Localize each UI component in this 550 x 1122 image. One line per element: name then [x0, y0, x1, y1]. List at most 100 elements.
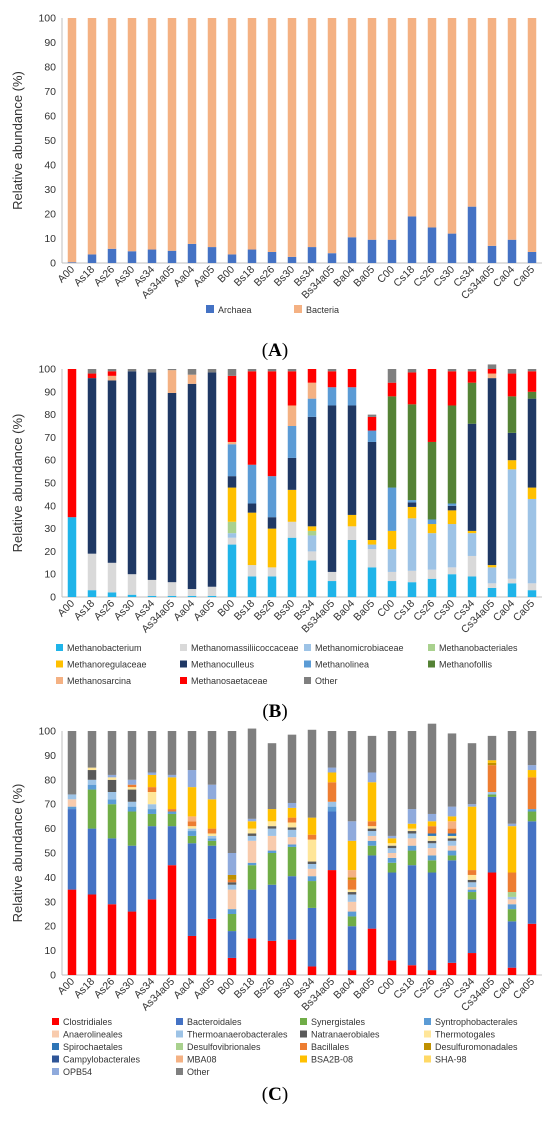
bar-segment-methanoregulaceae	[367, 540, 377, 545]
bar-segment-opb54	[367, 772, 377, 783]
bar-segment-bacteroidales	[287, 876, 297, 940]
bar-segment-synergistales	[367, 845, 377, 856]
y-tick-label: 0	[50, 592, 56, 604]
bar-segment-natranaerobiales	[287, 827, 297, 830]
bar-segment-other	[127, 731, 137, 780]
bar-segment-other	[147, 731, 157, 773]
bar-segment-bacteroidales	[87, 828, 97, 895]
bar-segment-thermoanaerobacterales	[267, 828, 277, 836]
bar-segment-anaerolineales	[387, 853, 397, 858]
bar-segment-archaea	[287, 256, 297, 264]
bar-segment-other	[267, 369, 277, 372]
bar-segment-other	[467, 369, 477, 372]
x-tick-label: Bs18	[232, 264, 258, 290]
bar-segment-natranaerobiales	[307, 861, 317, 864]
bar-segment-methanoregulaceae	[527, 487, 537, 499]
bar-segment-archaea	[107, 248, 117, 263]
x-tick-label: As30	[112, 598, 138, 624]
bar-segment-syntrophobacterales	[127, 806, 137, 812]
legend: Methanobacterium Methanomassiliicoccaceae…	[56, 643, 518, 686]
legend-label-methanolinea: Methanolinea	[315, 660, 369, 670]
bar-stack-as26	[107, 731, 117, 975]
bar-segment-methanobacterium	[307, 560, 317, 597]
x-tick-label: Ba04	[331, 976, 357, 1002]
x-tick-label: Cs30	[431, 264, 457, 290]
bar-segment-synergistales	[487, 794, 497, 797]
bar-segment-methanoculleus	[207, 372, 217, 587]
y-tick-label: 100	[38, 726, 56, 738]
bar-stack-as18	[87, 369, 97, 597]
legend-label-methanobacterium: Methanobacterium	[67, 643, 142, 653]
bar-segment-other	[407, 369, 417, 373]
bar-segment-methanosarcina	[227, 441, 237, 445]
bar-segment-bacteroidales	[347, 926, 357, 971]
y-tick-label: 80	[44, 62, 56, 74]
legend-swatch-methanosaetaceae	[180, 677, 187, 684]
bar-segment-bacteria	[287, 18, 297, 257]
bar-segment-syntrophobacterales	[327, 806, 337, 812]
chart-panel-c: 0 10 20 30 40 50 60 70 80 90 100 Relative abundance…	[10, 723, 542, 1105]
y-tick-label: 70	[44, 86, 56, 98]
bar-segment-methanosaetaceae	[487, 369, 497, 374]
bar-segment-methanomicrobiaceae	[367, 544, 377, 550]
panel-label: (A)	[262, 340, 288, 361]
bar-segment-thermoanaerobacterales	[87, 779, 97, 785]
bar-segment-methanoregulaceae	[407, 506, 417, 519]
bar-segment-methanosarcina	[167, 370, 177, 393]
bar-segment-anaerolineales	[67, 799, 77, 807]
bar-segment-other	[287, 369, 297, 372]
y-tick-label: 80	[44, 774, 56, 786]
legend-label-other: Other	[187, 1067, 210, 1077]
bar-segment-methanomassiliicoccaceae	[487, 583, 497, 588]
x-tick-label: As18	[72, 598, 98, 624]
x-tick-label: Ca05	[511, 264, 537, 290]
y-tick-label: 50	[44, 135, 56, 147]
bar-segment-methanosarcina	[307, 382, 317, 399]
bar-segment-methanobacterium	[487, 587, 497, 597]
bar-segment-synergistales	[107, 804, 117, 839]
bar-segment-methanoregulaceae	[347, 514, 357, 527]
y-tick-label: 100	[38, 13, 56, 25]
bar-segment-methanosarcina	[487, 373, 497, 379]
bar-stack-ca04	[507, 731, 517, 975]
bar-segment-opb54	[207, 784, 217, 800]
y-tick-label: 40	[44, 872, 56, 884]
legend-label-bacillales: Bacillales	[311, 1042, 350, 1052]
y-axis-label: Relative abundance (%)	[10, 414, 25, 553]
y-tick-label: 50	[44, 848, 56, 860]
x-tick-label: Cs26	[411, 264, 437, 290]
bar-stack-cs30	[447, 18, 457, 263]
bar-segment-thermotogales	[367, 826, 377, 829]
y-tick-label: 20	[44, 546, 56, 558]
bar-stack-cs30	[447, 733, 457, 975]
bar-segment-bacillales	[527, 777, 537, 810]
bar-stack-a00	[67, 731, 77, 975]
bar-segment-bacillales	[127, 784, 137, 788]
bar-segment-archaea	[507, 239, 517, 263]
bar-segment-bacteria	[107, 18, 117, 249]
bar-stack-bs34a05	[327, 18, 337, 263]
bar-segment-syntrophobacterales	[367, 840, 377, 846]
bar-segment-bacteroidales	[247, 889, 257, 939]
bar-segment-methanofollis	[387, 396, 397, 488]
bar-segment-bacillales	[487, 765, 497, 792]
legend-swatch-mba08	[176, 1055, 183, 1063]
bar-segment-methanomassiliicoccaceae	[427, 569, 437, 579]
bar-segment-methanosaetaceae	[527, 371, 537, 392]
bar-segment-natranaerobiales	[227, 882, 237, 885]
bar-segment-anaerolineales	[407, 838, 417, 846]
bar-segment-methanomicrobiaceae	[387, 549, 397, 572]
bar-segment-synergistales	[127, 811, 137, 846]
bar-stack-bs34	[307, 18, 317, 263]
bar-stack-aa05	[207, 731, 217, 975]
bar-segment-methanobacterium	[447, 574, 457, 597]
bar-segment-other	[527, 369, 537, 372]
bar-segment-methanosaetaceae	[247, 371, 257, 465]
legend-label-syntrophobacterales: Syntrophobacterales	[435, 1017, 518, 1027]
bar-segment-other	[247, 369, 257, 372]
bar-segment-bacteria	[407, 18, 417, 217]
bar-segment-clostridiales	[207, 918, 217, 975]
x-tick-label: As26	[92, 976, 118, 1002]
bar-segment-methanobacteriales	[227, 521, 237, 534]
bar-stack-ba04	[347, 18, 357, 263]
